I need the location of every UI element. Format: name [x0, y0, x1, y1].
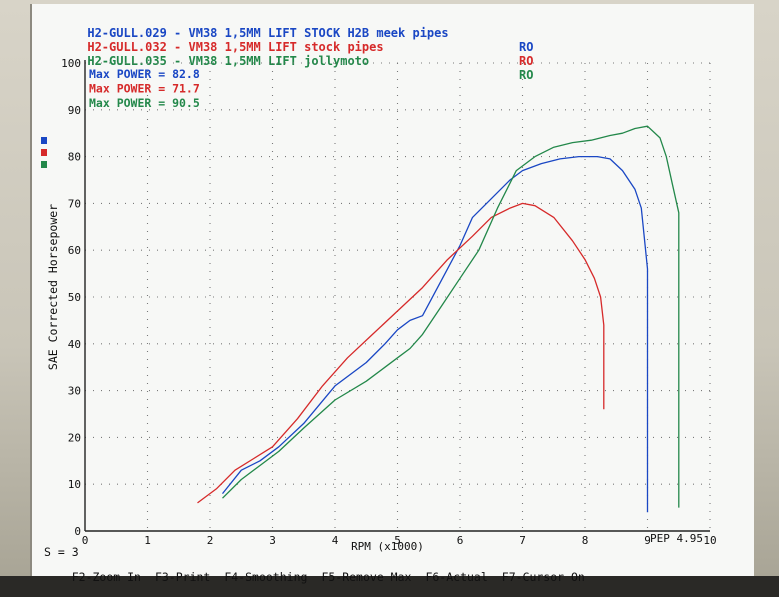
chart-axes	[84, 60, 710, 532]
y-tick-40: 40	[68, 338, 81, 351]
y-tick-30: 30	[68, 385, 81, 398]
y-tick-20: 20	[68, 431, 81, 444]
cursor-on-key[interactable]: F7-Cursor On	[501, 570, 585, 584]
legend-marker-1	[41, 137, 47, 144]
smoothing-key[interactable]: F4-Smoothing	[224, 570, 308, 584]
remove-max-key[interactable]: F5-Remove Max	[321, 570, 412, 584]
x-tick-1: 1	[144, 534, 151, 547]
run-2-tag: RO	[519, 54, 534, 68]
x-tick-5: 5	[394, 534, 401, 547]
run-3-name: H2-GULL.035 - VM38 1,5MM LIFT jollymoto	[87, 54, 370, 68]
y-tick-80: 80	[68, 151, 81, 164]
max-power-2: Max POWER = 71.7	[89, 82, 200, 96]
legend-marker-2	[41, 149, 47, 156]
x-tick-2: 2	[207, 534, 214, 547]
series-line-1	[221, 155, 649, 513]
version-label: PEP 4.95	[650, 532, 703, 545]
max-power-1: Max POWER = 82.8	[89, 67, 200, 81]
y-tick-50: 50	[68, 291, 81, 304]
chart-series	[197, 125, 680, 513]
x-tick-4: 4	[332, 534, 339, 547]
run-line-3: H2-GULL.035 - VM38 1,5MM LIFT jollymoto …	[44, 40, 533, 96]
y-tick-70: 70	[68, 197, 81, 210]
chart-grid	[85, 62, 711, 531]
y-tick-60: 60	[68, 244, 81, 257]
series-line-3	[222, 125, 680, 508]
y-tick-10: 10	[68, 478, 81, 491]
max-power-3: Max POWER = 90.5	[89, 96, 200, 110]
x-tick-8: 8	[582, 534, 589, 547]
run-2-name: H2-GULL.032 - VM38 1,5MM LIFT stock pipe…	[87, 40, 384, 54]
x-tick-3: 3	[269, 534, 276, 547]
run-1-tag: RO	[519, 40, 534, 54]
y-tick-0: 0	[74, 525, 81, 538]
actual-key[interactable]: F6-Actual	[425, 570, 488, 584]
smoothing-status: S = 3	[44, 545, 79, 559]
x-tick-0: 0	[82, 534, 89, 547]
dyno-screen: H2-GULL.029 - VM38 1,5MM LIFT STOCK H2B …	[30, 4, 754, 584]
print-key[interactable]: F3-Print	[154, 570, 211, 584]
x-tick-7: 7	[519, 534, 526, 547]
legend-marker-3	[41, 161, 47, 168]
zoom-in-key[interactable]: F2-Zoom In	[71, 570, 141, 584]
y-axis-label: SAE Corrected Horsepower	[46, 204, 60, 370]
function-key-bar: F2-Zoom In F3-Print F4-Smoothing F5-Remove …	[44, 558, 599, 597]
y-tick-90: 90	[68, 104, 81, 117]
run-line-1: H2-GULL.029 - VM38 1,5MM LIFT STOCK H2B …	[44, 12, 533, 68]
series-line-2	[197, 202, 605, 504]
y-tick-100: 100	[61, 57, 81, 70]
run-1-name: H2-GULL.029 - VM38 1,5MM LIFT STOCK H2B …	[87, 26, 449, 40]
x-tick-6: 6	[457, 534, 464, 547]
series-color-markers	[41, 137, 47, 168]
x-tick-9: 9	[644, 534, 651, 547]
x-axis-label: RPM (x1000)	[351, 540, 424, 553]
x-tick-10: 10	[703, 534, 716, 547]
run-line-2: H2-GULL.032 - VM38 1,5MM LIFT stock pipe…	[44, 26, 533, 82]
run-header: H2-GULL.029 - VM38 1,5MM LIFT STOCK H2B …	[44, 12, 533, 82]
